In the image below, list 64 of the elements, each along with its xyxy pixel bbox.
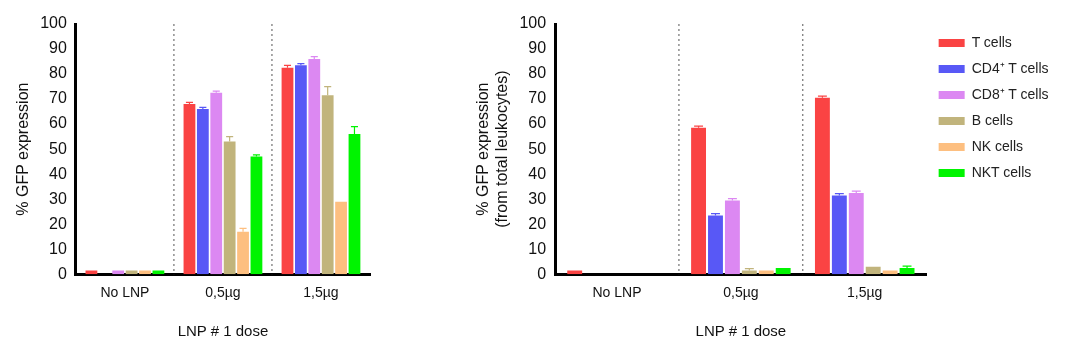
bar: [139, 270, 151, 275]
y-tick-label: 60: [49, 114, 67, 132]
x-axis-title: LNP # 1 dose: [177, 322, 269, 340]
bar: [196, 109, 209, 275]
y-tick-label: 50: [528, 139, 547, 157]
x-axis-title: LNP # 1 dose: [695, 322, 787, 340]
bar: [831, 195, 847, 275]
legend-label: NKT cells: [971, 163, 1032, 180]
x-tick-label: 0,5µg: [205, 284, 241, 301]
y-tick-label: 20: [49, 214, 67, 232]
x-tick-label: 1,5µg: [847, 284, 883, 301]
y-tick-label: 0: [57, 264, 67, 282]
y-tick-label: 100: [40, 14, 67, 32]
bar: [848, 192, 864, 275]
bar: [85, 270, 98, 275]
bar: [125, 270, 138, 275]
bar: [183, 104, 196, 275]
bar: [250, 156, 263, 275]
y-tick-label: 70: [528, 89, 547, 107]
y-axis-title: % GFP expression: [14, 82, 32, 216]
legend-label: CD4⁺ T cells: [971, 59, 1049, 76]
bar: [865, 266, 881, 275]
y-tick-label: 90: [528, 39, 547, 57]
y-tick-label: 100: [519, 14, 547, 32]
bar: [152, 270, 165, 275]
bar: [237, 231, 249, 275]
bar: [567, 270, 583, 275]
bar: [814, 97, 830, 275]
y-tick-label: 10: [49, 239, 67, 257]
legend-label: CD8⁺ T cells: [971, 85, 1049, 102]
bar: [308, 59, 321, 275]
bar: [775, 267, 791, 275]
y-tick-label: 70: [49, 89, 67, 107]
legend-label: T cells: [971, 33, 1012, 50]
bar: [294, 65, 307, 275]
y-tick-label: 50: [49, 139, 67, 157]
bar: [758, 270, 774, 275]
y-tick-label: 80: [528, 64, 547, 82]
x-tick-label: 1,5µg: [303, 284, 339, 301]
y-axis-title: % GFP expression (from total leukocytes): [474, 70, 511, 228]
y-tick-label: 30: [49, 189, 67, 207]
y-tick-label: 40: [49, 164, 67, 182]
bar: [882, 270, 898, 275]
y-tick-label: 80: [49, 64, 67, 82]
legend-label: NK cells: [971, 137, 1024, 154]
x-tick-label: 0,5µg: [723, 284, 759, 301]
bar: [335, 201, 347, 275]
bar: [210, 92, 223, 275]
bar: [112, 270, 125, 275]
bar: [691, 127, 707, 275]
y-tick-label: 90: [49, 39, 67, 57]
y-tick-label: 40: [528, 164, 547, 182]
y-tick-label: 0: [537, 264, 547, 282]
bar: [708, 215, 723, 275]
x-tick-label: No LNP: [592, 284, 642, 301]
y-tick-label: 10: [528, 239, 547, 257]
bar: [899, 267, 915, 275]
y-tick-label: 30: [528, 189, 547, 207]
x-tick-label: No LNP: [100, 284, 150, 301]
bar: [281, 67, 294, 275]
legend-label: B cells: [971, 111, 1013, 128]
y-tick-label: 60: [528, 114, 547, 132]
y-tick-label: 20: [528, 214, 547, 232]
bar: [724, 200, 740, 275]
